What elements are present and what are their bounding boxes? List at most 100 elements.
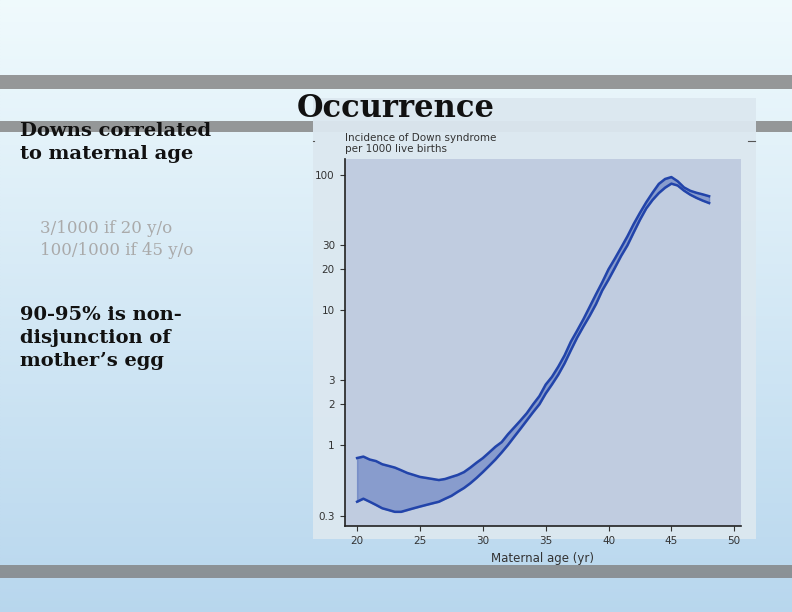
Bar: [0, 159, 792, 162]
Bar: [0, 40, 792, 43]
Bar: [0, 294, 792, 297]
Bar: [0, 609, 792, 612]
Bar: [0, 340, 792, 343]
Bar: [0, 327, 792, 330]
Bar: [0, 260, 792, 263]
Bar: [0, 565, 792, 578]
Bar: [0, 147, 792, 150]
Bar: [0, 15, 792, 18]
Bar: [0, 43, 792, 46]
Bar: [0, 514, 792, 517]
Bar: [0, 211, 792, 214]
Bar: [0, 548, 792, 551]
Bar: [0, 407, 792, 410]
Bar: [0, 226, 792, 230]
Bar: [0, 334, 792, 337]
Bar: [0, 557, 792, 560]
Bar: [0, 230, 792, 233]
Bar: [0, 477, 792, 480]
Bar: [0, 517, 792, 520]
Bar: [0, 46, 792, 49]
Text: 3/1000 if 20 y/o
100/1000 if 45 y/o: 3/1000 if 20 y/o 100/1000 if 45 y/o: [40, 220, 193, 259]
Bar: [0, 502, 792, 505]
Bar: [0, 441, 792, 444]
Bar: [0, 275, 792, 278]
Bar: [0, 511, 792, 514]
Bar: [0, 603, 792, 606]
Bar: [0, 303, 792, 306]
Bar: [0, 83, 792, 86]
Bar: [0, 456, 792, 459]
Bar: [0, 554, 792, 557]
Bar: [0, 37, 792, 40]
Bar: [0, 165, 792, 168]
Text: Downs correlated
to maternal age: Downs correlated to maternal age: [20, 122, 211, 163]
Bar: [0, 306, 792, 309]
Bar: [0, 389, 792, 392]
Bar: [0, 539, 792, 542]
Bar: [0, 581, 792, 584]
Bar: [0, 386, 792, 389]
Bar: [0, 288, 792, 291]
Bar: [0, 364, 792, 367]
Bar: [0, 242, 792, 245]
Bar: [0, 28, 792, 31]
Bar: [0, 416, 792, 419]
Bar: [0, 370, 792, 373]
Bar: [0, 551, 792, 554]
Bar: [0, 61, 792, 64]
Bar: [0, 428, 792, 431]
Bar: [0, 392, 792, 395]
Bar: [0, 181, 792, 184]
Bar: [0, 431, 792, 435]
Bar: [0, 300, 792, 303]
Bar: [0, 523, 792, 526]
Bar: [0, 367, 792, 370]
Bar: [0, 214, 792, 217]
Bar: [0, 64, 792, 67]
Bar: [0, 141, 792, 144]
Bar: [0, 205, 792, 208]
Bar: [0, 591, 792, 594]
Bar: [0, 309, 792, 312]
Bar: [0, 150, 792, 153]
Bar: [0, 129, 792, 132]
Bar: [0, 480, 792, 483]
Bar: [0, 471, 792, 474]
Bar: [0, 545, 792, 548]
Bar: [0, 450, 792, 453]
Bar: [0, 376, 792, 379]
Bar: [0, 269, 792, 272]
Bar: [0, 24, 792, 28]
Bar: [0, 578, 792, 581]
Bar: [0, 447, 792, 450]
Bar: [0, 505, 792, 508]
Bar: [0, 80, 792, 83]
Bar: [0, 86, 792, 89]
Bar: [0, 566, 792, 569]
Bar: [0, 75, 792, 89]
Bar: [0, 272, 792, 275]
Bar: [0, 526, 792, 529]
Bar: [0, 508, 792, 511]
X-axis label: Maternal age (yr): Maternal age (yr): [491, 551, 594, 565]
Bar: [0, 282, 792, 285]
Bar: [0, 597, 792, 600]
Bar: [0, 110, 792, 113]
Bar: [0, 135, 792, 138]
Bar: [0, 337, 792, 340]
Bar: [0, 532, 792, 536]
Bar: [0, 190, 792, 193]
Bar: [0, 312, 792, 315]
Bar: [0, 132, 792, 135]
Bar: [0, 18, 792, 21]
Bar: [0, 121, 792, 132]
Bar: [0, 496, 792, 499]
Bar: [0, 52, 792, 55]
Bar: [0, 55, 792, 58]
Bar: [0, 459, 792, 462]
Bar: [0, 278, 792, 282]
Bar: [0, 575, 792, 578]
Bar: [0, 49, 792, 52]
Bar: [0, 104, 792, 107]
